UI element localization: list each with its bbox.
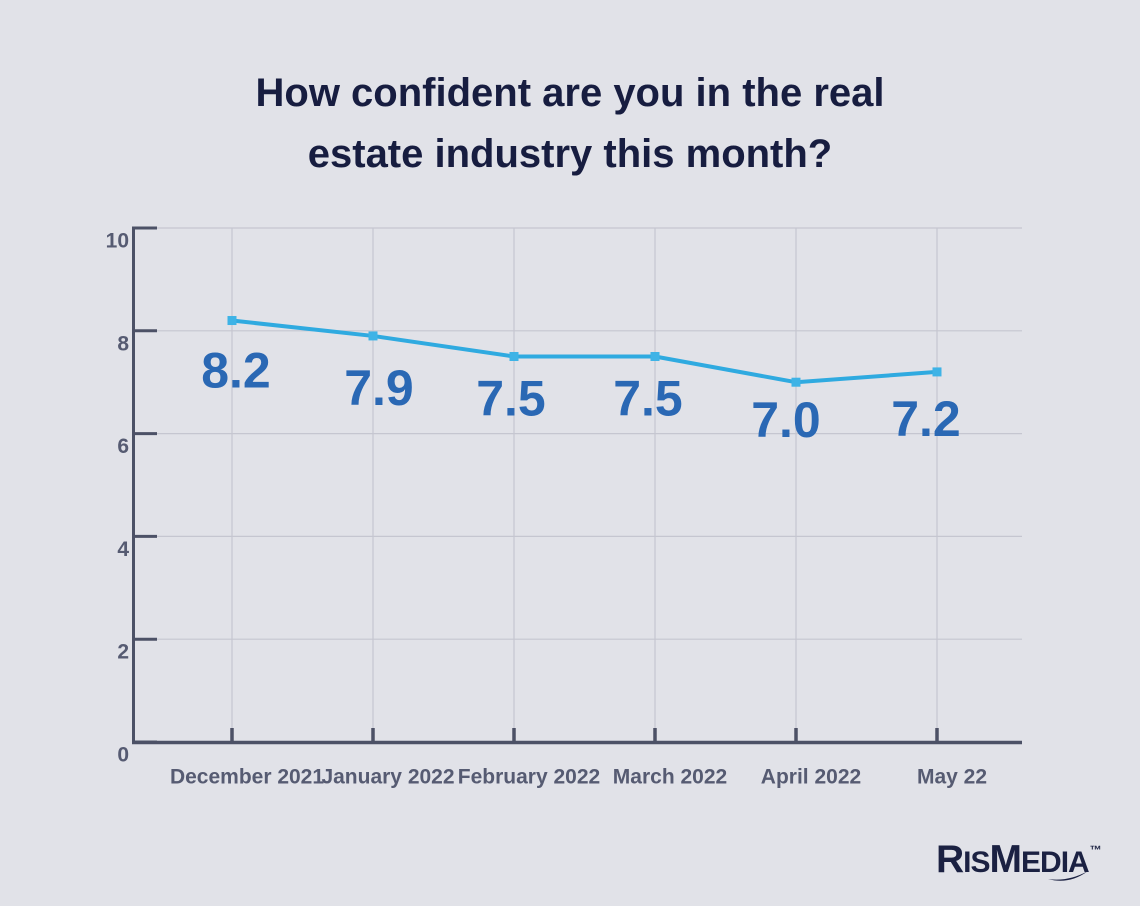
x-axis-label: March 2022: [613, 766, 727, 789]
x-axis-label: April 2022: [761, 766, 861, 789]
data-point-marker: [791, 377, 801, 387]
y-axis-label: 10: [106, 230, 129, 253]
logo-letter-r: R: [936, 838, 964, 881]
data-point-label: 7.5: [613, 371, 683, 427]
y-axis-label: 8: [117, 332, 129, 355]
data-point-marker: [509, 352, 519, 361]
y-axis-label: 4: [117, 538, 129, 561]
logo-swoosh-icon: [1047, 871, 1088, 881]
data-point-marker: [650, 352, 660, 361]
data-point-label: 7.0: [751, 392, 821, 448]
confidence-line-series: [231, 318, 938, 385]
x-axis-label: December 2021: [170, 766, 324, 789]
rismedia-logo: RISMEDIA™: [936, 838, 1102, 882]
data-point-marker: [368, 331, 378, 341]
logo-letters-edia: EDIA: [1021, 846, 1090, 879]
data-point-label: 7.9: [344, 360, 414, 416]
data-point-label: 7.5: [476, 371, 546, 427]
logo-letters-is: IS: [963, 846, 990, 879]
x-axis-label: January 2022: [321, 766, 454, 789]
chart-title: How confident are you in the real estate…: [0, 63, 1140, 185]
y-axis-label: 6: [117, 435, 129, 458]
chart-title-line1: How confident are you in the real: [255, 71, 885, 115]
data-point-label: 7.2: [891, 391, 961, 447]
chart-title-line2: estate industry this month?: [307, 132, 833, 176]
data-point-marker: [932, 367, 942, 377]
logo-letter-m: M: [989, 838, 1022, 881]
data-point-label: 8.2: [201, 343, 271, 399]
y-axis-label: 2: [117, 641, 129, 664]
data-point-marker: [227, 316, 237, 326]
logo-trademark: ™: [1089, 843, 1102, 857]
x-axis-label: February 2022: [458, 766, 600, 789]
x-axis-label: May 22: [917, 766, 987, 789]
y-axis-label: 0: [117, 744, 129, 767]
